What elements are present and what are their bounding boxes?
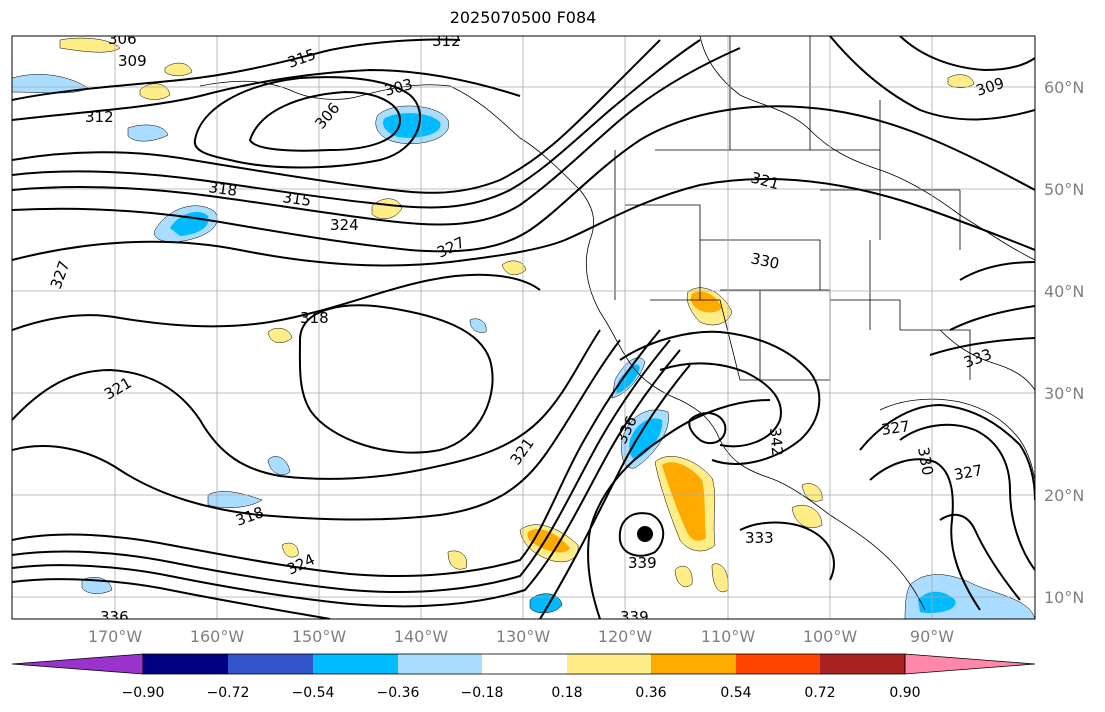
storm-marker	[637, 526, 653, 542]
lat-tick-label: 50°N	[1044, 180, 1084, 199]
map-frame	[11, 35, 1036, 620]
lat-tick-label: 20°N	[1044, 486, 1084, 505]
lat-tick-label: 60°N	[1044, 78, 1084, 97]
colorbar-tick-label: −0.18	[461, 685, 504, 701]
latitude-labels: 60°N 50°N 40°N 30°N 20°N 10°N	[1044, 78, 1084, 607]
contour-label: 330	[914, 446, 937, 477]
lat-tick-label: 10°N	[1044, 588, 1084, 607]
colorbar-segment	[313, 654, 398, 674]
colorbar-segment	[228, 654, 313, 674]
colorbar-segment	[143, 654, 228, 674]
lon-tick-label: 170°W	[88, 627, 143, 646]
longitude-labels: 170°W 160°W 150°W 140°W 130°W 120°W 110°…	[88, 627, 954, 646]
contour-label: 342	[766, 427, 786, 457]
contour-label: 336	[100, 608, 129, 626]
colorbar-frame	[142, 653, 906, 675]
contour-label: 327	[953, 461, 984, 484]
lon-tick-label: 160°W	[190, 627, 245, 646]
colorbar-extend-left	[11, 653, 144, 675]
colorbar-segment	[482, 654, 567, 674]
colorbar-tick-label: 0.18	[551, 685, 582, 701]
colorbar-tick-label: −0.72	[207, 685, 250, 701]
colorbar-segment	[398, 654, 482, 674]
contour-label: 321	[749, 168, 781, 193]
lon-tick-label: 130°W	[496, 627, 551, 646]
lon-tick-label: 150°W	[292, 627, 347, 646]
lat-tick-label: 30°N	[1044, 384, 1084, 403]
contour-label: 333	[745, 529, 774, 547]
colorbar-tick-label: 0.36	[635, 685, 666, 701]
contour-label: 306	[311, 99, 343, 133]
height-contours	[12, 36, 1035, 619]
lon-tick-label: 100°W	[803, 627, 858, 646]
contour-label: 321	[507, 435, 538, 469]
gridlines	[12, 36, 1035, 619]
contour-label: 330	[749, 249, 781, 273]
colorbar-tick-label: 0.72	[804, 685, 835, 701]
colorbar-tick-label: −0.90	[122, 685, 165, 701]
contour-label: 309	[974, 74, 1007, 100]
contour-label: 327	[47, 258, 74, 291]
map-title: 2025070500 F084	[449, 8, 597, 27]
negative-shading	[12, 74, 1035, 619]
lon-tick-label: 90°W	[910, 627, 954, 646]
contour-label: 318	[300, 309, 329, 327]
lon-tick-label: 120°W	[598, 627, 653, 646]
colorbar: −0.90 −0.72 −0.54 −0.36 −0.18 0.18 0.36 …	[11, 653, 1036, 701]
contour-label: 324	[330, 216, 359, 234]
colorbar-tick-label: 0.54	[720, 685, 751, 701]
contour-label: 312	[85, 108, 114, 126]
contour-label: 324	[0, 411, 13, 442]
contour-label: 315	[285, 45, 318, 72]
colorbar-segment	[736, 654, 820, 674]
map-area: 306 309 312 315 303 306 312 309 318 315 …	[0, 30, 1035, 626]
colorbar-segment	[820, 654, 905, 674]
contour-label: 309	[118, 52, 147, 70]
contour-label: 306	[108, 30, 137, 48]
contour-label: 339	[628, 554, 657, 572]
colorbar-tick-label: 0.90	[889, 685, 920, 701]
colorbar-tick-label: −0.54	[292, 685, 335, 701]
contour-label: 321	[101, 374, 135, 404]
colorbar-segment	[567, 654, 651, 674]
lon-tick-label: 110°W	[701, 627, 756, 646]
contour-label: 339	[620, 608, 649, 626]
contour-label: 327	[880, 417, 911, 439]
colorbar-extend-right	[904, 653, 1036, 675]
colorbar-segment	[651, 654, 736, 674]
contour-label: 312	[432, 32, 461, 50]
contour-label: 318	[207, 178, 238, 200]
contour-label: 327	[434, 233, 468, 261]
contour-label: 315	[281, 188, 312, 210]
contour-labels: 306 309 312 315 303 306 312 309 318 315 …	[0, 30, 1007, 626]
contour-label: 333	[961, 345, 994, 372]
lat-tick-label: 40°N	[1044, 282, 1084, 301]
positive-shading	[59, 37, 975, 593]
lon-tick-label: 140°W	[394, 627, 449, 646]
colorbar-tick-label: −0.36	[377, 685, 420, 701]
